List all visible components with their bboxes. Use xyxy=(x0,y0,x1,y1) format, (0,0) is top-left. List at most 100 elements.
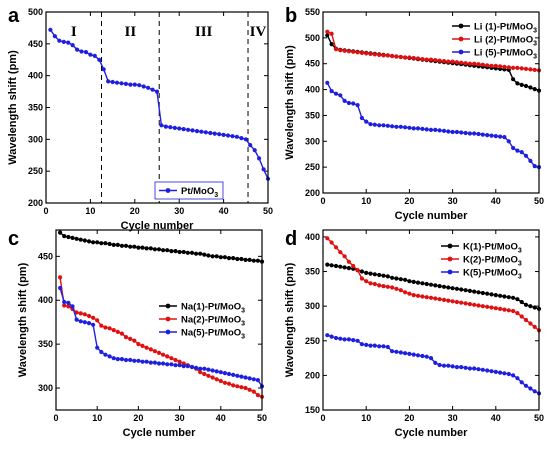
data-point xyxy=(450,299,455,304)
data-point xyxy=(57,38,62,43)
y-tick-label: 300 xyxy=(305,301,320,311)
data-point xyxy=(222,380,227,385)
data-point xyxy=(510,65,516,70)
data-point xyxy=(82,238,87,243)
data-point xyxy=(70,235,75,240)
data-point xyxy=(61,39,66,45)
data-point xyxy=(411,293,416,298)
data-point xyxy=(329,240,334,245)
data-point xyxy=(206,253,211,258)
data-point xyxy=(243,137,248,142)
data-point xyxy=(217,132,222,137)
x-tick-label: 30 xyxy=(448,413,458,423)
data-point xyxy=(132,82,137,87)
data-point xyxy=(446,285,451,290)
data-point xyxy=(415,126,421,131)
data-point xyxy=(144,345,149,350)
data-point xyxy=(394,349,399,354)
data-point xyxy=(476,303,481,308)
data-point xyxy=(218,370,223,375)
data-point xyxy=(329,263,334,268)
data-point xyxy=(519,380,524,385)
legend-label-text: K(2)-Pt/MoO xyxy=(463,255,518,266)
legend-marker-0 xyxy=(165,303,171,309)
data-point xyxy=(472,289,477,294)
data-point xyxy=(203,130,208,135)
data-point xyxy=(498,370,503,375)
data-point xyxy=(523,153,529,158)
data-point xyxy=(403,290,408,295)
data-point xyxy=(163,124,168,129)
legend-label-subscript: 3 xyxy=(241,308,245,315)
data-point xyxy=(441,59,447,64)
data-point xyxy=(437,297,442,302)
data-point xyxy=(329,334,334,339)
data-point xyxy=(226,371,232,377)
data-point xyxy=(248,143,253,148)
data-point xyxy=(368,51,373,57)
data-point xyxy=(119,81,124,86)
data-point xyxy=(433,58,438,63)
data-point xyxy=(140,359,145,364)
data-point xyxy=(510,308,516,314)
data-point xyxy=(202,366,207,371)
data-point xyxy=(185,364,190,369)
data-point xyxy=(480,367,485,372)
data-point xyxy=(346,100,351,106)
data-point xyxy=(78,237,83,242)
legend-label-text: Na(1)-Pt/MoO xyxy=(181,302,241,313)
data-point xyxy=(450,364,455,369)
data-point xyxy=(459,60,464,65)
data-point xyxy=(185,250,190,255)
data-point xyxy=(128,336,133,341)
data-point xyxy=(199,129,204,134)
data-point xyxy=(156,350,162,355)
data-point xyxy=(194,129,200,134)
data-point xyxy=(101,67,106,72)
data-point xyxy=(506,308,511,313)
x-tick-label: 40 xyxy=(491,196,501,206)
data-point xyxy=(325,333,330,338)
data-point xyxy=(424,354,429,359)
data-point xyxy=(502,371,507,376)
data-point xyxy=(346,266,351,271)
data-point xyxy=(251,377,256,382)
data-point xyxy=(519,82,524,87)
data-point xyxy=(251,258,256,263)
data-point xyxy=(181,364,186,369)
data-point xyxy=(441,128,447,133)
data-point xyxy=(342,48,347,53)
data-point xyxy=(342,337,347,342)
data-point xyxy=(114,80,120,85)
data-point xyxy=(257,156,262,161)
data-point xyxy=(119,357,124,362)
data-point xyxy=(467,61,472,66)
region-label: I xyxy=(71,24,77,40)
data-point xyxy=(325,29,330,34)
data-point xyxy=(403,351,408,356)
data-point xyxy=(226,381,232,386)
data-point xyxy=(459,300,464,305)
data-point xyxy=(74,236,79,241)
data-point xyxy=(106,79,111,84)
data-point xyxy=(532,67,537,72)
data-point xyxy=(359,115,364,121)
data-point xyxy=(148,360,153,365)
data-point xyxy=(489,133,494,138)
data-point xyxy=(346,259,351,264)
data-point xyxy=(532,389,537,394)
legend-label-subscript: 3 xyxy=(241,321,245,328)
data-point xyxy=(519,150,524,155)
legend-marker-1 xyxy=(447,256,453,262)
data-point xyxy=(437,128,442,133)
data-point xyxy=(214,254,219,259)
panel-letter: a xyxy=(8,5,20,27)
data-point xyxy=(428,356,434,361)
data-point xyxy=(165,248,170,253)
x-tick-label: 10 xyxy=(361,196,371,206)
panel-letter: d xyxy=(285,228,297,250)
data-point xyxy=(377,344,382,349)
data-point xyxy=(489,369,494,374)
data-point xyxy=(398,54,403,60)
